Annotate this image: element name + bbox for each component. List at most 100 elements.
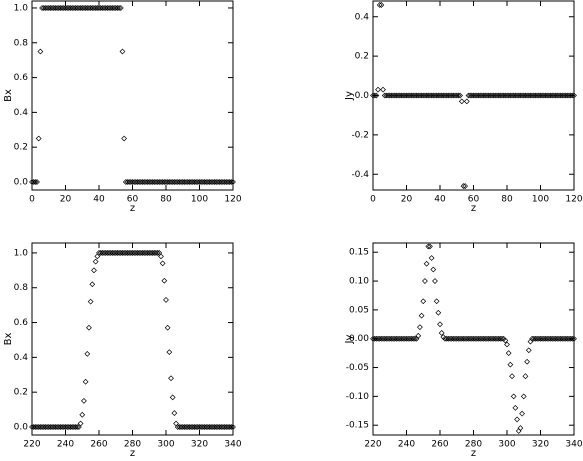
point bbox=[440, 92, 447, 99]
point bbox=[537, 335, 544, 342]
point bbox=[112, 5, 119, 11]
point bbox=[148, 179, 154, 185]
point bbox=[176, 179, 183, 185]
x-tick-label: 120 bbox=[565, 195, 582, 205]
point bbox=[458, 98, 465, 105]
point bbox=[561, 92, 567, 99]
point bbox=[455, 92, 462, 99]
point bbox=[427, 92, 433, 99]
point bbox=[208, 179, 215, 185]
point bbox=[144, 179, 151, 185]
point bbox=[50, 5, 57, 11]
point bbox=[215, 179, 221, 185]
point bbox=[467, 335, 474, 342]
point bbox=[102, 5, 109, 11]
point bbox=[512, 92, 519, 99]
point bbox=[534, 335, 541, 342]
point bbox=[383, 92, 390, 99]
point bbox=[380, 335, 386, 342]
point bbox=[510, 393, 517, 400]
point bbox=[144, 250, 151, 256]
point bbox=[188, 424, 195, 430]
x-tick-label: 300 bbox=[157, 440, 174, 450]
point bbox=[186, 179, 193, 185]
point bbox=[97, 5, 104, 11]
point bbox=[420, 92, 427, 99]
x-tick-label: 20 bbox=[60, 195, 72, 205]
point bbox=[124, 250, 131, 256]
point bbox=[519, 92, 525, 99]
point bbox=[91, 5, 97, 11]
y-tick-label: 0.15 bbox=[349, 248, 369, 258]
point bbox=[69, 424, 76, 430]
point bbox=[107, 250, 114, 256]
point bbox=[42, 5, 49, 11]
point bbox=[433, 92, 440, 99]
point bbox=[84, 5, 91, 11]
point bbox=[230, 424, 236, 430]
y-tick-label: 0.2 bbox=[355, 52, 369, 62]
y-tick-label: 0.8 bbox=[14, 38, 29, 48]
point bbox=[106, 5, 112, 11]
point bbox=[198, 424, 205, 430]
point bbox=[495, 335, 502, 342]
point bbox=[535, 92, 542, 99]
point bbox=[490, 335, 497, 342]
point bbox=[37, 424, 44, 430]
y-tick-label: -0.15 bbox=[346, 421, 369, 431]
point bbox=[77, 420, 84, 427]
point bbox=[163, 297, 169, 303]
point bbox=[141, 179, 148, 185]
point bbox=[395, 92, 402, 99]
point bbox=[383, 335, 390, 342]
point bbox=[463, 335, 470, 342]
point bbox=[561, 335, 567, 342]
point bbox=[191, 179, 198, 185]
point bbox=[111, 250, 117, 256]
point bbox=[121, 250, 128, 256]
point bbox=[47, 5, 54, 11]
point bbox=[453, 335, 460, 342]
y-tick-label: -0.05 bbox=[346, 363, 369, 373]
point bbox=[447, 335, 453, 342]
point bbox=[559, 92, 566, 99]
point bbox=[413, 92, 420, 99]
point bbox=[497, 92, 504, 99]
point bbox=[65, 424, 72, 430]
point bbox=[171, 410, 178, 416]
point bbox=[457, 335, 463, 342]
point bbox=[510, 92, 517, 99]
point bbox=[166, 349, 173, 356]
point bbox=[183, 424, 189, 430]
point bbox=[403, 335, 410, 342]
x-tick-label: 120 bbox=[224, 195, 241, 205]
point bbox=[121, 135, 128, 142]
x-tick-label: 280 bbox=[465, 440, 482, 450]
point bbox=[161, 179, 168, 185]
point bbox=[42, 424, 49, 430]
point bbox=[102, 250, 109, 256]
point bbox=[375, 86, 381, 93]
x-tick-label: 340 bbox=[224, 440, 241, 450]
point bbox=[196, 179, 203, 185]
point bbox=[188, 179, 195, 185]
point bbox=[168, 179, 174, 185]
point bbox=[64, 424, 71, 430]
point bbox=[385, 335, 391, 342]
point bbox=[184, 179, 191, 185]
point bbox=[405, 92, 412, 99]
point bbox=[432, 92, 438, 99]
point bbox=[545, 335, 552, 342]
point bbox=[552, 335, 559, 342]
point bbox=[201, 179, 208, 185]
point bbox=[52, 5, 59, 11]
point bbox=[430, 92, 437, 99]
point bbox=[411, 92, 418, 99]
point bbox=[74, 424, 81, 430]
point bbox=[35, 424, 42, 430]
point bbox=[146, 179, 153, 185]
point bbox=[410, 92, 417, 99]
y-tick-label: 0.2 bbox=[14, 143, 28, 153]
point bbox=[529, 92, 536, 99]
point bbox=[489, 335, 495, 342]
